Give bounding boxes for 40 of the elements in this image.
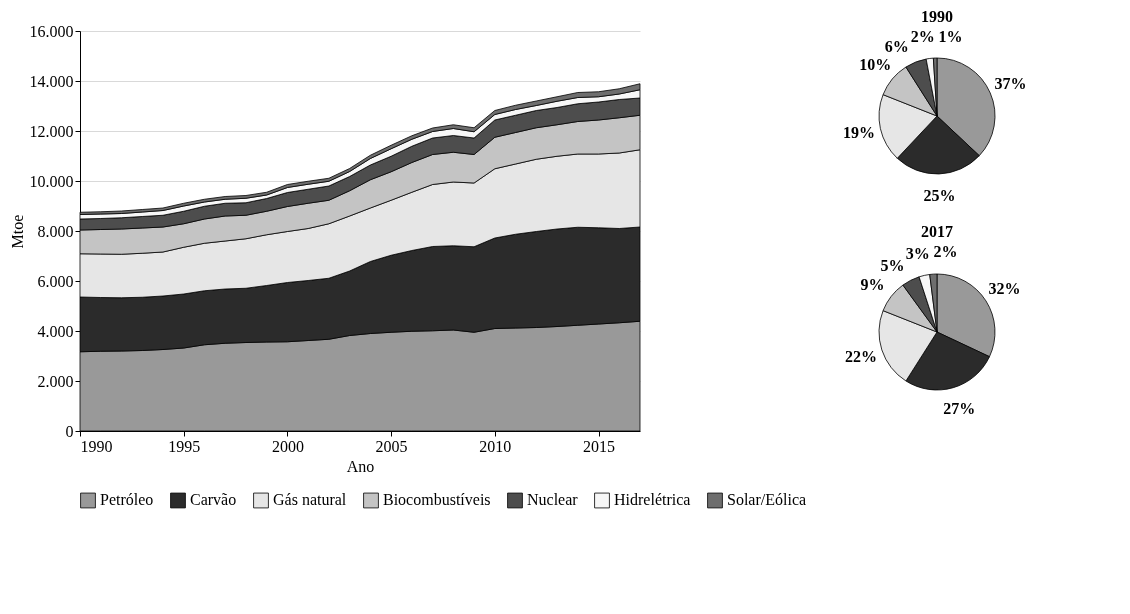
data-label: 32% — [988, 280, 1021, 298]
data-label: 10% — [859, 56, 892, 74]
legend-label: Biocombustíveis — [383, 491, 491, 509]
y-tick-label: 16.000 — [29, 22, 74, 40]
y-tick-label: 10.000 — [29, 172, 74, 190]
legend-label: Carvão — [190, 491, 237, 509]
y-tick-label: 4.000 — [37, 322, 74, 340]
data-label: 5% — [880, 256, 905, 274]
data-label: 9% — [860, 275, 885, 293]
data-label: 37% — [994, 75, 1027, 93]
x-tick-label: 1990 — [80, 437, 113, 455]
x-tick-label: 2000 — [271, 437, 304, 455]
y-tick-label: 8.000 — [37, 222, 74, 240]
x-tick-label: 2015 — [583, 437, 616, 455]
y-tick-label: 14.000 — [29, 72, 74, 90]
chart-title: 2017 — [921, 223, 953, 241]
chart-title: 1990 — [921, 8, 953, 26]
legend-label: Hidrelétrica — [614, 491, 691, 509]
legend-label: Gás natural — [273, 491, 347, 509]
data-label: 25% — [923, 186, 956, 204]
data-label: 22% — [844, 347, 877, 365]
data-label: 3% — [905, 245, 930, 263]
x-tick-label: 2005 — [375, 437, 408, 455]
data-label: 2% — [933, 243, 958, 261]
legend-label: Nuclear — [527, 491, 579, 509]
x-tick-label: 2010 — [479, 437, 512, 455]
data-label: 6% — [884, 37, 909, 55]
data-label: 1% — [938, 28, 963, 46]
y-tick-label: 6.000 — [37, 272, 74, 290]
y-tick-label: 0 — [65, 422, 74, 440]
legend-label: Solar/Eólica — [727, 491, 807, 509]
data-label: 2% — [910, 28, 935, 46]
y-tick-label: 12.000 — [29, 122, 74, 140]
legend-label: Petróleo — [100, 491, 154, 509]
data-label: 19% — [842, 124, 875, 142]
y-axis-title: Mtoe — [8, 214, 26, 249]
x-tick-label: 1995 — [168, 437, 201, 455]
x-axis-title: Ano — [346, 457, 375, 475]
data-label: 27% — [943, 399, 976, 417]
y-tick-label: 2.000 — [37, 372, 74, 390]
